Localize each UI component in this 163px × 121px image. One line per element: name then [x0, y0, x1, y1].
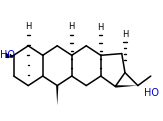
Polygon shape	[56, 86, 58, 105]
Text: H: H	[69, 22, 75, 31]
Text: H: H	[25, 22, 31, 31]
Polygon shape	[115, 85, 138, 88]
Text: H: H	[122, 30, 128, 39]
Text: H: H	[98, 23, 104, 32]
Text: HO: HO	[144, 88, 159, 98]
Text: HO: HO	[0, 50, 15, 60]
